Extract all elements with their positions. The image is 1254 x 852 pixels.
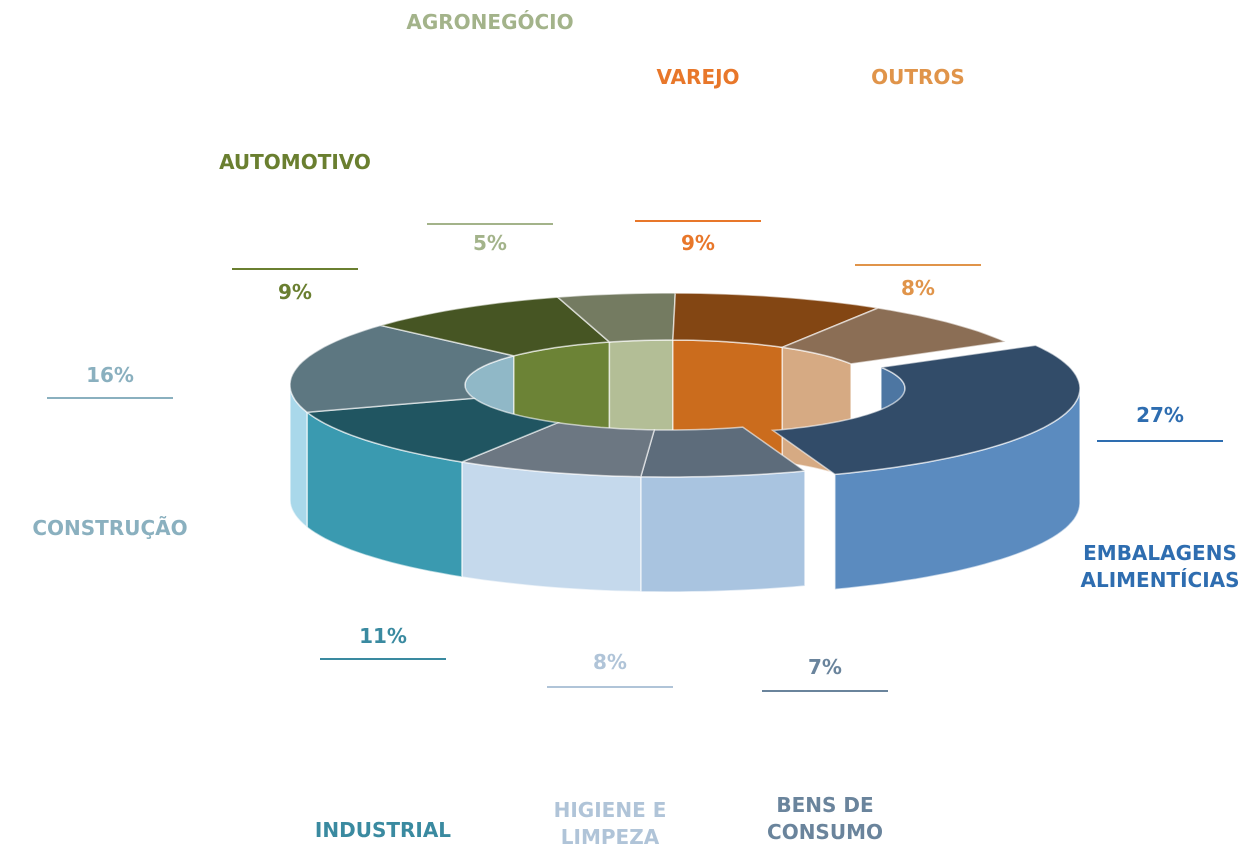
label-rule <box>762 690 888 692</box>
percent-label: 16% <box>86 363 134 387</box>
percent-label: 5% <box>473 231 507 255</box>
top-face <box>779 307 1009 365</box>
label-rule <box>547 686 673 688</box>
category-label: CONSTRUÇÃO <box>32 516 188 540</box>
outer-wall <box>461 461 642 593</box>
category-label: AUTOMOTIVO <box>219 150 371 174</box>
label-rule <box>855 264 981 266</box>
label-rule <box>47 397 173 399</box>
label-rule <box>232 268 358 270</box>
percent-label: 27% <box>1136 403 1184 427</box>
percent-label: 8% <box>593 650 627 674</box>
outer-wall <box>640 470 806 593</box>
category-label: BENS DE CONSUMO <box>767 793 883 844</box>
category-label: AGRONEGÓCIO <box>406 10 574 34</box>
label-rule <box>635 220 761 222</box>
percent-label: 9% <box>681 231 715 255</box>
label-rule <box>427 223 553 225</box>
category-label: HIGIENE E LIMPEZA <box>553 798 667 849</box>
label-rule <box>320 658 446 660</box>
percent-label: 11% <box>359 624 407 648</box>
category-label: OUTROS <box>871 65 965 89</box>
top-face <box>770 344 1081 476</box>
category-label: VAREJO <box>656 65 740 89</box>
category-label: INDUSTRIAL <box>314 818 452 842</box>
label-rule <box>1097 440 1223 442</box>
category-label: EMBALAGENS ALIMENTÍCIAS <box>1080 541 1240 592</box>
percent-label: 9% <box>278 280 312 304</box>
percent-label: 7% <box>808 655 842 679</box>
percent-label: 8% <box>901 276 935 300</box>
